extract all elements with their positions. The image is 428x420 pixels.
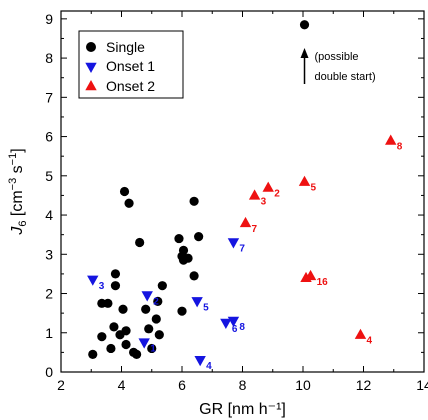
legend-label-single: Single: [106, 39, 145, 55]
legend-label-onset-2: Onset 2: [106, 78, 155, 94]
annotation-text-line-1: (possible: [315, 51, 359, 63]
data-point-single: [118, 304, 128, 314]
data-point-single: [110, 281, 121, 291]
annotation-arrowhead: [300, 48, 309, 58]
data-point-label: 16: [317, 277, 329, 288]
x-axis-label: GR [nm h⁻¹]: [199, 401, 286, 418]
x-tick-label: 2: [57, 377, 65, 393]
data-point-label: 2: [153, 296, 159, 307]
y-tick-label: 0: [45, 364, 53, 380]
legend-marker-onset-1: [85, 62, 97, 73]
data-point-single: [144, 324, 154, 334]
double-start-annotation: (possible double start): [300, 48, 376, 84]
data-point-single: [106, 343, 116, 354]
x-tick-label: 10: [295, 377, 311, 393]
data-point-label: 1: [150, 344, 156, 355]
data-point-single: [109, 322, 119, 332]
data-point-single: [110, 269, 121, 279]
data-point-single: [154, 330, 164, 340]
data-point-label: 5: [311, 183, 317, 194]
y-axis-label: J6 [cm−3 s−1]: [7, 148, 29, 235]
data-point-single: [299, 20, 310, 30]
data-point-label: 7: [239, 244, 245, 255]
data-point-label: 3: [99, 281, 105, 292]
data-point-single: [88, 349, 98, 359]
data-point-single: [189, 271, 199, 281]
data-point-single: [157, 281, 167, 291]
data-point-single: [141, 304, 151, 314]
data-point-single: [189, 196, 199, 206]
x-tick-label: 4: [118, 377, 126, 393]
data-point-single: [97, 332, 107, 342]
data-point-onset-1: [227, 238, 240, 249]
x-tick-label: 8: [239, 377, 247, 393]
y-tick-label: 5: [45, 168, 53, 184]
data-point-single: [177, 306, 187, 316]
y-tick-label: 9: [45, 11, 53, 27]
data-point-label: 8: [239, 322, 245, 333]
data-point-onset-2: [304, 269, 317, 281]
data-point-single: [194, 232, 204, 242]
data-point-onset-1: [227, 316, 240, 327]
data-point-onset-2: [248, 189, 261, 200]
data-point-single: [153, 296, 163, 306]
data-point-onset-2: [298, 175, 311, 186]
data-point-single: [103, 298, 113, 308]
legend-marker-single: [86, 42, 96, 52]
data-point-onset-1: [220, 318, 232, 329]
x-tick-label: 14: [416, 377, 428, 393]
data-point-label: 5: [203, 302, 209, 313]
data-point-onset-2: [385, 134, 397, 145]
x-tick-label: 12: [356, 377, 372, 393]
y-tick-label: 8: [45, 50, 53, 66]
data-point-onset-1: [194, 356, 206, 367]
legend-box: [78, 30, 184, 99]
data-point-onset-1: [191, 297, 203, 308]
data-point-label: 8: [397, 141, 403, 152]
y-tick-label: 4: [45, 207, 53, 223]
data-point-onset-1: [138, 338, 150, 349]
data-point-onset-2: [239, 216, 252, 228]
data-point-single: [121, 339, 131, 350]
data-point-label: 2: [274, 189, 280, 200]
data-point-label: 7: [252, 224, 258, 235]
y-tick-label: 7: [45, 89, 53, 105]
data-point-single: [174, 233, 184, 244]
y-tick-label: 3: [45, 246, 53, 262]
data-point-onset-1: [141, 291, 153, 302]
data-point-single: [132, 349, 142, 359]
data-point-single: [119, 186, 130, 197]
legend-label-onset-1: Onset 1: [106, 58, 155, 74]
y-tick-label: 2: [45, 286, 53, 302]
data-point-label: 4: [366, 336, 372, 347]
data-point-single: [151, 314, 161, 324]
data-point-single: [121, 326, 131, 336]
data-point-single: [135, 237, 145, 248]
x-tick-label: 6: [178, 377, 186, 393]
annotation-text-line-2: double start): [315, 71, 376, 83]
data-point-single: [124, 198, 134, 208]
y-tick-label: 1: [45, 325, 53, 341]
data-point-single: [178, 245, 189, 255]
y-tick-label: 6: [45, 129, 53, 145]
data-point-label: 3: [261, 196, 267, 207]
legend-marker-onset-2: [85, 80, 97, 91]
data-point-onset-2: [354, 328, 367, 339]
data-point-label: 6: [232, 324, 238, 335]
legend: Single Onset 1 Onset 2: [78, 30, 184, 99]
data-point-label: 4: [206, 361, 212, 372]
data-point-single: [147, 343, 157, 354]
data-point-single: [183, 253, 193, 263]
data-point-onset-2: [262, 181, 274, 192]
data-point-onset-1: [87, 275, 99, 286]
